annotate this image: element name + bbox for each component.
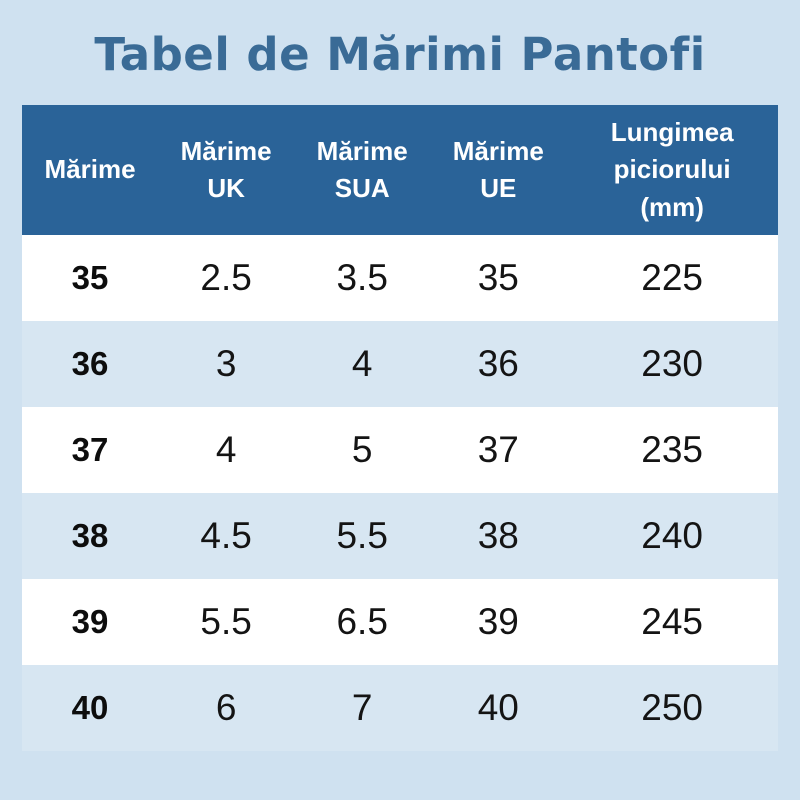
cell-uk-size: 3: [215, 343, 237, 385]
cell-sua-size: 5.5: [336, 515, 388, 557]
table-row-size-39: 39 5.5 6.5 39 245: [22, 579, 778, 666]
cell-foot-length: 235: [641, 429, 704, 471]
cell-size: 40: [71, 689, 109, 727]
cell-ue-size: 36: [477, 343, 519, 385]
cell-uk-size: 4: [215, 429, 237, 471]
table-row-size-37: 37 4 5 37 235: [22, 407, 778, 494]
cell-size: 36: [71, 345, 109, 383]
cell-foot-length: 245: [641, 601, 704, 643]
cell-sua-size: 3.5: [336, 257, 388, 299]
cell-sua-size: 5: [351, 429, 373, 471]
table-row-size-35: 35 2.5 3.5 35 225: [22, 235, 778, 322]
cell-size: 38: [71, 517, 109, 555]
cell-ue-size: 37: [477, 429, 519, 471]
cell-ue-size: 35: [477, 257, 519, 299]
page-title: Tabel de Mărimi Pantofi: [94, 28, 706, 81]
cell-ue-size: 38: [477, 515, 519, 557]
cell-foot-length: 225: [641, 257, 704, 299]
table-row-size-36: 36 3 4 36 230: [22, 321, 778, 408]
header-cell-lungimea-piciorului: Lungimea piciorului (mm): [610, 116, 734, 223]
cell-ue-size: 39: [477, 601, 519, 643]
header-cell-marime-sua: Mărime SUA: [316, 135, 408, 204]
cell-foot-length: 230: [641, 343, 704, 385]
cell-sua-size: 7: [351, 687, 373, 729]
cell-sua-size: 4: [351, 343, 373, 385]
cell-size: 37: [71, 431, 109, 469]
cell-sua-size: 6.5: [336, 601, 388, 643]
table-row-size-38: 38 4.5 5.5 38 240: [22, 493, 778, 580]
table-header-row: Mărime Mărime UK Mărime SUA Mărime UE Lu…: [22, 105, 778, 236]
cell-size: 35: [71, 259, 109, 297]
cell-size: 39: [71, 603, 109, 641]
cell-uk-size: 4.5: [200, 515, 252, 557]
header-cell-marime: Mărime: [44, 154, 136, 185]
table-row-size-40: 40 6 7 40 250: [22, 665, 778, 752]
cell-uk-size: 5.5: [200, 601, 252, 643]
cell-foot-length: 250: [641, 687, 704, 729]
header-cell-marime-ue: Mărime UE: [452, 135, 544, 204]
cell-ue-size: 40: [477, 687, 519, 729]
cell-uk-size: 2.5: [200, 257, 252, 299]
cell-uk-size: 6: [215, 687, 237, 729]
cell-foot-length: 240: [641, 515, 704, 557]
size-table: Mărime Mărime UK Mărime SUA Mărime UE Lu…: [22, 105, 778, 752]
header-cell-marime-uk: Mărime UK: [180, 135, 272, 204]
